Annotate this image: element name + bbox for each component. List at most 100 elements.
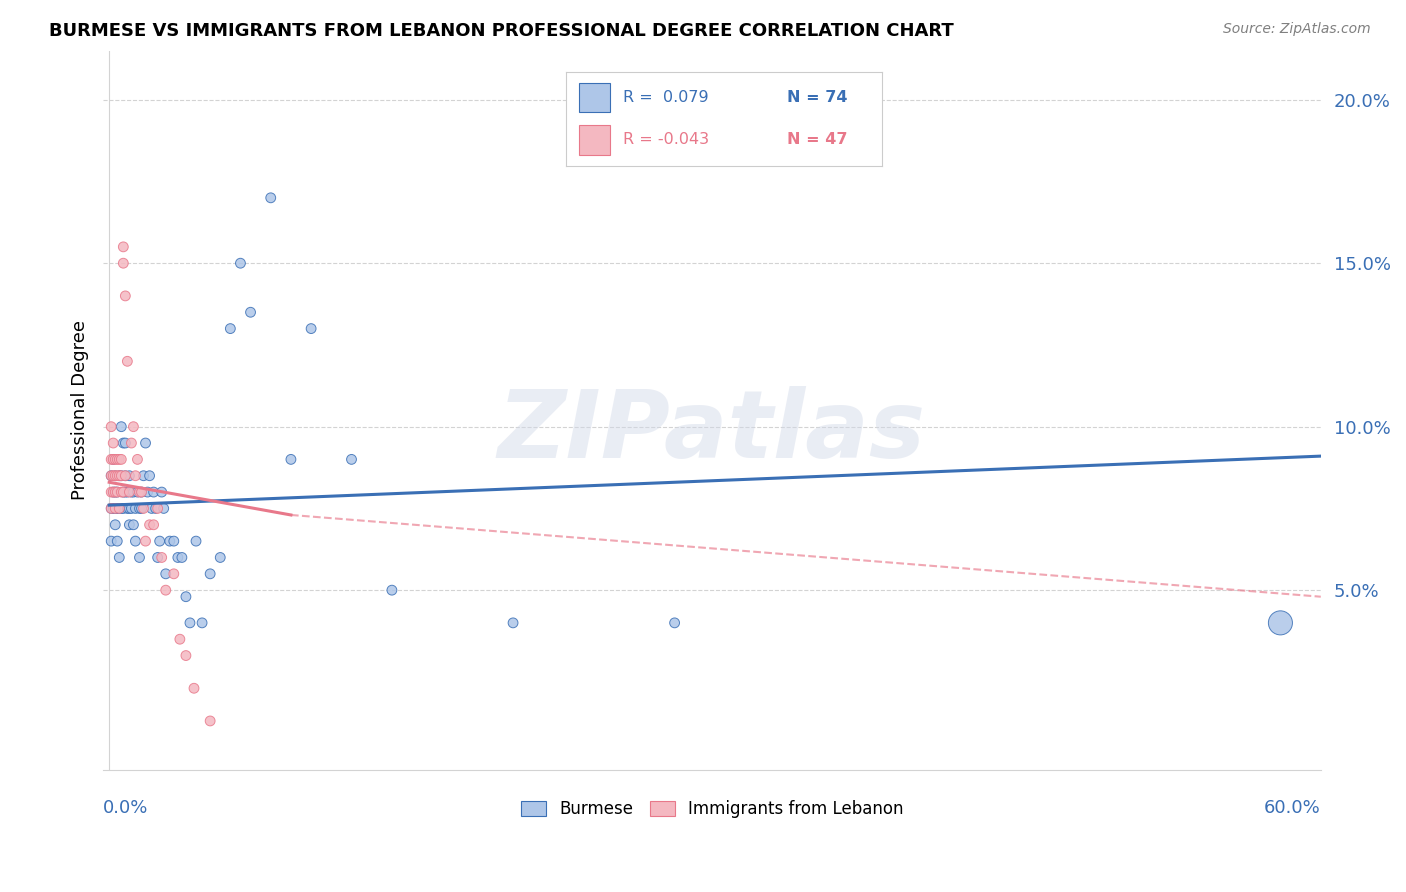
Point (159, 534, 181, 549)
Point (110, 485, 132, 500)
Point (104, 468, 127, 483)
Text: 60.0%: 60.0% (1264, 798, 1320, 817)
Point (142, 485, 165, 500)
Point (108, 550, 131, 565)
Point (260, 191, 283, 205)
Point (163, 534, 186, 549)
Point (118, 501, 141, 516)
Legend: Burmese, Immigrants from Lebanon: Burmese, Immigrants from Lebanon (512, 792, 911, 826)
Point (146, 550, 169, 565)
Point (112, 485, 135, 500)
Point (166, 550, 188, 565)
Point (108, 468, 131, 483)
Point (114, 468, 136, 483)
Point (127, 485, 149, 500)
Point (114, 485, 136, 500)
Point (120, 501, 142, 516)
Point (117, 485, 139, 500)
Point (104, 517, 127, 532)
Point (108, 501, 131, 516)
Point (110, 501, 132, 516)
Point (155, 583, 177, 598)
Point (100, 501, 122, 516)
Point (340, 452, 363, 467)
Point (103, 501, 125, 516)
Point (124, 501, 146, 516)
Point (280, 452, 302, 467)
Point (299, 321, 322, 335)
Point (174, 648, 197, 663)
Point (169, 632, 191, 647)
Point (114, 436, 136, 450)
Point (103, 436, 125, 450)
Point (118, 485, 141, 500)
Point (122, 517, 145, 532)
Point (100, 468, 122, 483)
Point (198, 566, 221, 581)
Point (117, 501, 139, 516)
Point (100, 534, 122, 549)
Point (104, 501, 127, 516)
Point (131, 485, 153, 500)
Text: ZIPatlas: ZIPatlas (498, 386, 927, 478)
Point (104, 485, 127, 500)
Point (103, 485, 125, 500)
Point (105, 501, 128, 516)
Point (108, 468, 131, 483)
Point (104, 452, 127, 467)
Point (1270, 615, 1292, 630)
Point (105, 485, 128, 500)
Point (112, 485, 135, 500)
Point (163, 566, 186, 581)
Point (128, 485, 150, 500)
Point (146, 501, 169, 516)
Point (138, 517, 160, 532)
Point (135, 436, 157, 450)
Point (152, 501, 174, 516)
Point (135, 534, 157, 549)
Point (120, 436, 142, 450)
Point (103, 452, 125, 467)
Point (103, 452, 125, 467)
Y-axis label: Professional Degree: Professional Degree (72, 320, 89, 500)
Point (112, 256, 135, 270)
Point (184, 534, 207, 549)
Point (103, 485, 125, 500)
Point (108, 452, 131, 467)
Point (122, 485, 145, 500)
Point (118, 468, 141, 483)
Point (219, 321, 242, 335)
Point (100, 468, 122, 483)
Point (120, 485, 142, 500)
Text: BURMESE VS IMMIGRANTS FROM LEBANON PROFESSIONAL DEGREE CORRELATION CHART: BURMESE VS IMMIGRANTS FROM LEBANON PROFE… (49, 22, 953, 40)
Point (105, 485, 128, 500)
Point (103, 468, 125, 483)
Point (127, 452, 149, 467)
Point (191, 615, 214, 630)
Point (118, 517, 141, 532)
Point (183, 681, 205, 696)
Text: Source: ZipAtlas.com: Source: ZipAtlas.com (1223, 22, 1371, 37)
Point (131, 501, 153, 516)
Point (142, 517, 165, 532)
Point (104, 468, 127, 483)
Point (105, 468, 128, 483)
Point (112, 436, 135, 450)
Point (108, 501, 131, 516)
Point (170, 550, 193, 565)
Point (381, 583, 404, 598)
Point (112, 240, 135, 254)
Point (100, 485, 122, 500)
Point (128, 550, 150, 565)
Point (502, 615, 524, 630)
Point (124, 534, 146, 549)
Point (104, 485, 127, 500)
Point (100, 501, 122, 516)
Point (114, 289, 136, 303)
Point (110, 468, 132, 483)
Point (149, 534, 172, 549)
Point (150, 550, 173, 565)
Point (132, 501, 155, 516)
Point (155, 566, 177, 581)
Point (105, 534, 128, 549)
